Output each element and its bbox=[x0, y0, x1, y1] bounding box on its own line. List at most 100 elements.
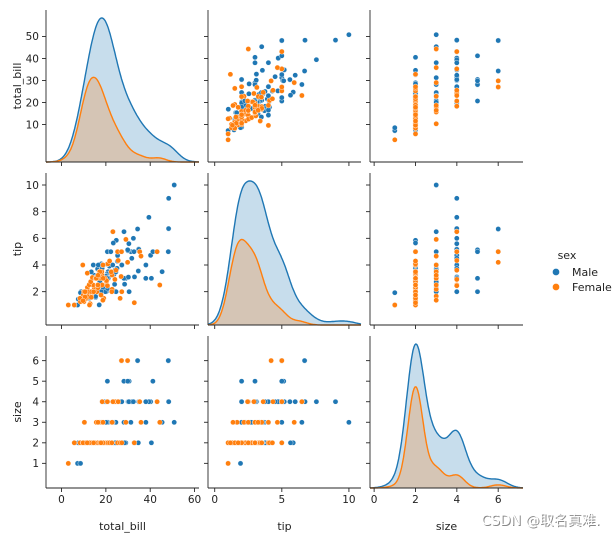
x-tick-label: 20 bbox=[99, 494, 112, 506]
scatter-point-male bbox=[165, 248, 172, 255]
scatter-point-female bbox=[255, 419, 261, 426]
scatter-point-female bbox=[412, 248, 419, 255]
y-tick-label: 20 bbox=[26, 97, 39, 109]
scatter-point-male bbox=[96, 302, 102, 308]
scatter-point-female bbox=[109, 419, 115, 426]
scatter-point-male bbox=[258, 43, 265, 50]
scatter-point-female bbox=[495, 84, 502, 90]
scatter-point-female bbox=[453, 248, 460, 255]
scatter-point-male bbox=[142, 275, 149, 282]
y-tick-label: 8 bbox=[32, 206, 39, 218]
scatter-point-female bbox=[412, 118, 419, 124]
scatter-point-male bbox=[128, 419, 134, 426]
y-tick-label: 4 bbox=[32, 260, 39, 272]
legend-label-female: Female bbox=[572, 281, 612, 294]
scatter-point-male bbox=[265, 59, 272, 66]
scatter-point-female bbox=[412, 83, 419, 90]
scatter-point-male bbox=[142, 398, 149, 405]
panel-total_bill-vs-tip: 2 4 6 8 10 bbox=[26, 173, 199, 329]
scatter-point-male bbox=[246, 91, 252, 97]
scatter-point-female bbox=[227, 439, 234, 446]
kde-fill-male bbox=[46, 18, 199, 162]
scatter-point-female bbox=[453, 228, 460, 235]
x-tick-label: 60 bbox=[188, 494, 201, 506]
scatter-point-male bbox=[299, 419, 305, 426]
scatter-point-female bbox=[231, 85, 238, 92]
scatter-point-female bbox=[245, 439, 252, 446]
y-tick-label: 4 bbox=[32, 397, 39, 409]
scatter-point-male bbox=[346, 31, 352, 38]
scatter-point-male bbox=[287, 439, 294, 446]
kde-line-male bbox=[46, 17, 199, 163]
scatter-point-female bbox=[412, 258, 419, 264]
scatter-point-female bbox=[154, 248, 160, 255]
scatter-point-male bbox=[148, 439, 155, 446]
scatter-point-female bbox=[227, 71, 234, 78]
scatter-point-male bbox=[278, 378, 285, 385]
scatter-point-male bbox=[453, 288, 460, 295]
scatter-point-female bbox=[108, 269, 114, 275]
y-tick-label: 2 bbox=[32, 438, 39, 450]
x-axis-label-size: size bbox=[436, 520, 458, 533]
scatter-point-male bbox=[165, 357, 172, 364]
kde-line-female bbox=[370, 385, 523, 489]
scatter-point-male bbox=[108, 248, 114, 255]
scatter-point-female bbox=[433, 262, 440, 268]
y-tick-label: 1 bbox=[32, 458, 39, 470]
scatter-point-female bbox=[225, 136, 231, 143]
scatter-point-male bbox=[146, 214, 152, 221]
scatter-point-female bbox=[95, 272, 101, 279]
scatter-point-male bbox=[287, 76, 293, 83]
scatter-point-female bbox=[98, 439, 104, 446]
scatter-point-female bbox=[71, 439, 78, 446]
panel-total_bill-vs-size: 0 20 40 60 1 2 3 4 5 6 bbox=[32, 336, 201, 506]
scatter-point-male bbox=[287, 398, 293, 405]
scatter-point-female bbox=[412, 282, 419, 288]
scatter-point-male bbox=[474, 53, 481, 59]
scatter-point-female bbox=[433, 121, 440, 127]
scatter-point-female bbox=[156, 419, 163, 426]
scatter-point-male bbox=[453, 37, 460, 43]
scatter-point-male bbox=[252, 60, 258, 66]
scatter-point-male bbox=[453, 72, 460, 78]
scatter-point-female bbox=[113, 267, 119, 274]
scatter-point-male bbox=[278, 37, 285, 44]
scatter-point-female bbox=[80, 297, 86, 304]
scatter-point-female bbox=[258, 94, 265, 100]
scatter-point-female bbox=[131, 439, 138, 446]
scatter-point-female bbox=[88, 294, 95, 301]
scatter-point-female bbox=[453, 103, 460, 109]
scatter-point-male bbox=[474, 288, 481, 295]
scatter-point-female bbox=[269, 439, 276, 446]
y-tick-label: 10 bbox=[26, 180, 39, 192]
panel-total_bill-vs-total_bill: 10 20 30 40 50 bbox=[26, 10, 199, 166]
scatter-point-male bbox=[302, 37, 308, 44]
scatter-point-female bbox=[100, 275, 106, 282]
scatter-point-male bbox=[265, 83, 272, 90]
scatter-point-male bbox=[131, 248, 137, 255]
scatter-point-male bbox=[474, 275, 481, 282]
panel-tip-vs-tip bbox=[204, 173, 362, 329]
scatter-point-female bbox=[278, 48, 285, 55]
scatter-point-female bbox=[412, 292, 419, 298]
scatter-point-female bbox=[65, 302, 72, 308]
scatter-point-male bbox=[165, 398, 172, 405]
scatter-point-female bbox=[98, 292, 104, 298]
x-axis-label-total_bill: total_bill bbox=[99, 520, 146, 533]
scatter-point-male bbox=[495, 37, 502, 44]
scatter-point-female bbox=[225, 116, 231, 122]
scatter-point-female bbox=[260, 89, 267, 96]
scatter-point-male bbox=[90, 262, 97, 268]
scatter-point-female bbox=[118, 273, 124, 280]
scatter-point-female bbox=[117, 295, 123, 302]
scatter-point-male bbox=[119, 262, 125, 268]
kde-fill-male bbox=[208, 181, 361, 325]
scatter-point-male bbox=[121, 228, 127, 235]
scatter-point-male bbox=[165, 195, 172, 202]
scatter-point-female bbox=[65, 460, 72, 467]
scatter-point-female bbox=[268, 78, 274, 84]
scatter-point-female bbox=[433, 253, 440, 259]
scatter-point-male bbox=[110, 240, 117, 246]
scatter-point-female bbox=[123, 419, 129, 426]
scatter-point-female bbox=[230, 102, 236, 109]
